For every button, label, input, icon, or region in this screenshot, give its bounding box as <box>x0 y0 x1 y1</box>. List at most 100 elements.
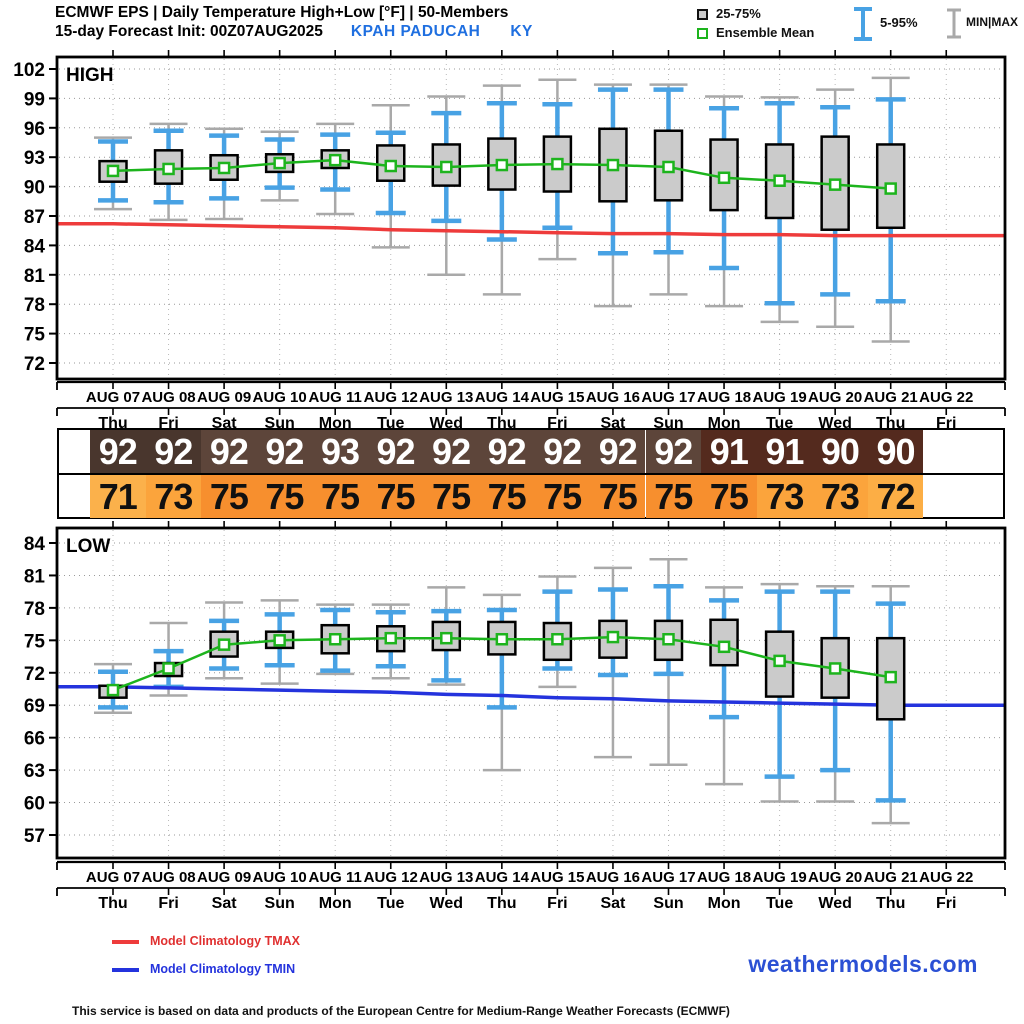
low-temp-cell: 75 <box>701 475 757 518</box>
y-axis-label: 84 <box>24 534 46 555</box>
ensemble-mean-marker <box>884 670 897 684</box>
high-temp-cell: 92 <box>534 430 590 473</box>
date-label: AUG 18 <box>697 869 751 886</box>
day-label: Thu <box>876 895 905 911</box>
percentile-whisker-icon <box>854 7 872 41</box>
date-label: AUG 15 <box>530 389 584 406</box>
low-temp-cell: 75 <box>367 475 424 518</box>
high-temp-cell: 92 <box>478 430 535 473</box>
station-name: KPAH PADUCAH <box>350 23 481 40</box>
low-chart-date-axis: AUG 07 AUG 08 AUG 09 AUG 10 AUG 11 AUG 12 AUG … <box>56 860 1006 911</box>
ensemble-mean-marker <box>273 156 286 170</box>
plot-border <box>55 55 1007 381</box>
ensemble-mean-marker <box>162 162 175 176</box>
low-temp-cell: 75 <box>256 475 313 518</box>
date-label: AUG 15 <box>530 869 584 886</box>
date-label: AUG 22 <box>919 869 973 886</box>
tmax-climatology-line-icon <box>112 940 139 944</box>
date-label: AUG 07 <box>86 389 140 406</box>
ensemble-mean-marker <box>773 174 786 187</box>
date-label: AUG 21 <box>864 389 918 406</box>
daily-high-low-table: 92 92 92 92 93 92 92 92 92 92 92 91 91 90 90 71 73 75 75 75… <box>57 428 1005 519</box>
ensemble-mean-marker <box>384 159 397 173</box>
iqr-box <box>431 143 462 187</box>
day-label: Mon <box>319 415 352 431</box>
ensemble-mean-marker <box>606 158 620 172</box>
date-label: AUG 12 <box>364 389 418 406</box>
percentile-legend-label: 5-95% <box>880 15 918 30</box>
ensemble-mean-marker <box>828 178 842 191</box>
day-label: Fri <box>158 415 178 431</box>
date-label: AUG 08 <box>141 389 195 406</box>
date-label: AUG 08 <box>141 869 195 886</box>
y-axis-label: 72 <box>24 354 45 375</box>
date-label: AUG 16 <box>586 389 640 406</box>
low-temps-row: 71 73 75 75 75 75 75 75 75 75 75 75 73 73 72 <box>59 475 1003 518</box>
high-temp-cell: 92 <box>201 430 257 473</box>
ensemble-mean-marker <box>440 631 453 645</box>
panel-label: HIGH <box>66 65 114 86</box>
y-axis-label: 87 <box>24 207 45 228</box>
y-axis-label: 90 <box>24 178 45 199</box>
date-label: AUG 18 <box>697 389 751 406</box>
date-label: AUG 11 <box>309 389 362 406</box>
y-axis-label: 84 <box>24 236 46 257</box>
day-label: Fri <box>158 895 178 911</box>
y-axis-label: 78 <box>24 599 45 620</box>
day-label: Wed <box>818 895 851 911</box>
date-label: AUG 19 <box>753 869 807 886</box>
iqr-box <box>542 621 573 662</box>
day-label: Mon <box>319 895 352 911</box>
high-temp-cell: 90 <box>867 430 924 473</box>
day-label: Mon <box>708 895 741 911</box>
day-label: Thu <box>487 895 516 911</box>
low-temp-cell: 73 <box>812 475 868 518</box>
climatology-line <box>57 222 1005 238</box>
date-label: AUG 13 <box>419 389 473 406</box>
date-label: AUG 16 <box>586 869 640 886</box>
ensemble-mean-marker <box>773 654 786 668</box>
date-label: AUG 17 <box>641 389 695 406</box>
high-temp-cell: 90 <box>812 430 868 473</box>
ensemble-mean-marker <box>273 634 286 647</box>
day-label: Sun <box>653 415 683 431</box>
weathermodels-logo: weathermodels.com <box>748 951 978 977</box>
plot-border <box>55 526 1007 860</box>
low-temp-cell: 75 <box>478 475 535 518</box>
day-label: Fri <box>936 895 956 911</box>
y-axis-label: 102 <box>13 60 45 81</box>
day-label: Thu <box>98 895 127 911</box>
low-temp-cell: 75 <box>534 475 590 518</box>
high-temp-cell: 92 <box>367 430 424 473</box>
low-temp-cell: 75 <box>645 475 702 518</box>
station-state: KY <box>510 23 533 40</box>
panel-label: LOW <box>66 536 110 557</box>
day-label: Tue <box>377 895 404 911</box>
high-temp-cell: 91 <box>701 430 757 473</box>
y-axis-label: 78 <box>24 295 45 316</box>
day-label: Wed <box>430 895 463 911</box>
date-label: AUG 10 <box>253 389 307 406</box>
day-label: Sat <box>212 895 238 911</box>
ensemble-mean-marker <box>495 158 509 172</box>
low-temp-cell: 75 <box>589 475 646 518</box>
date-label: AUG 09 <box>197 389 251 406</box>
date-label: AUG 19 <box>753 389 807 406</box>
ensemble-mean-marker <box>662 633 675 646</box>
day-label: Thu <box>876 415 905 431</box>
low-temp-cell: 75 <box>312 475 368 518</box>
date-label: AUG 11 <box>309 869 362 886</box>
date-label: AUG 17 <box>641 869 695 886</box>
minmax-whisker-icon <box>947 8 961 39</box>
y-axis-label: 57 <box>24 826 45 847</box>
ensemble-mean-legend-label: Ensemble Mean <box>716 25 815 40</box>
date-label: AUG 13 <box>419 869 473 886</box>
y-axis-label: 75 <box>24 325 46 346</box>
date-label: AUG 10 <box>253 869 307 886</box>
y-axis-label: 75 <box>24 631 46 652</box>
y-axis-label: 72 <box>24 664 45 685</box>
high-temp-cell: 92 <box>589 430 646 473</box>
iqr-box <box>376 144 406 182</box>
forecast-init-text: 15-day Forecast Init: 00Z07AUG2025 <box>55 23 323 40</box>
